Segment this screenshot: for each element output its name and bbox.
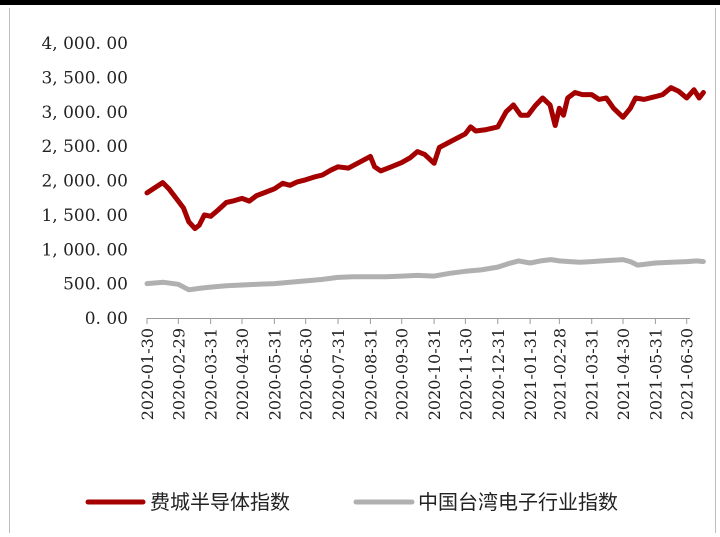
top-rule: [0, 0, 720, 5]
x-tick-label: 2021-05-31: [646, 328, 665, 420]
legend-label-sox: 费城半导体指数: [150, 490, 290, 514]
x-tick-label: 2020-12-31: [489, 328, 508, 420]
x-tick-label: 2020-03-31: [202, 328, 221, 420]
x-tick-label: 2020-09-30: [393, 328, 412, 420]
x-tick-label: 2020-05-31: [265, 328, 284, 420]
x-tick-label: 2020-10-31: [425, 328, 444, 420]
y-tick-label: 2, 500. 00: [41, 137, 128, 157]
y-tick-label: 3, 000. 00: [41, 103, 128, 123]
y-tick-label: 4, 000. 00: [41, 34, 128, 54]
series-line-taiwan-electronics: [144, 257, 706, 293]
y-tick-label: 1, 500. 00: [41, 206, 128, 226]
x-tick-label: 2020-07-31: [329, 328, 348, 420]
x-tick-label: 2020-01-30: [138, 328, 157, 420]
x-tick-label: 2020-02-29: [169, 328, 188, 420]
y-tick-label: 1, 000. 00: [41, 240, 128, 260]
x-tick-label: 2020-11-30: [456, 328, 475, 420]
x-tick-label: 2020-06-30: [297, 328, 316, 420]
y-tick-label: 2, 000. 00: [41, 172, 128, 192]
x-tick-label: 2020-08-31: [361, 328, 380, 420]
legend-label-taiwan-electronics: 中国台湾电子行业指数: [418, 490, 618, 514]
series-line-sox: [144, 85, 706, 232]
y-tick-label: 0. 00: [85, 309, 128, 329]
y-tick-label: 3, 500. 00: [41, 68, 128, 88]
x-tick-label: 2021-06-30: [678, 328, 697, 420]
x-tick-label: 2021-02-28: [550, 328, 569, 420]
x-tick-label: 2021-04-30: [614, 328, 633, 420]
x-tick-label: 2020-04-30: [233, 328, 252, 420]
x-tick-label: 2021-03-31: [583, 328, 602, 420]
y-tick-label: 500. 00: [63, 275, 128, 295]
x-tick-label: 2021-01-31: [521, 328, 540, 420]
